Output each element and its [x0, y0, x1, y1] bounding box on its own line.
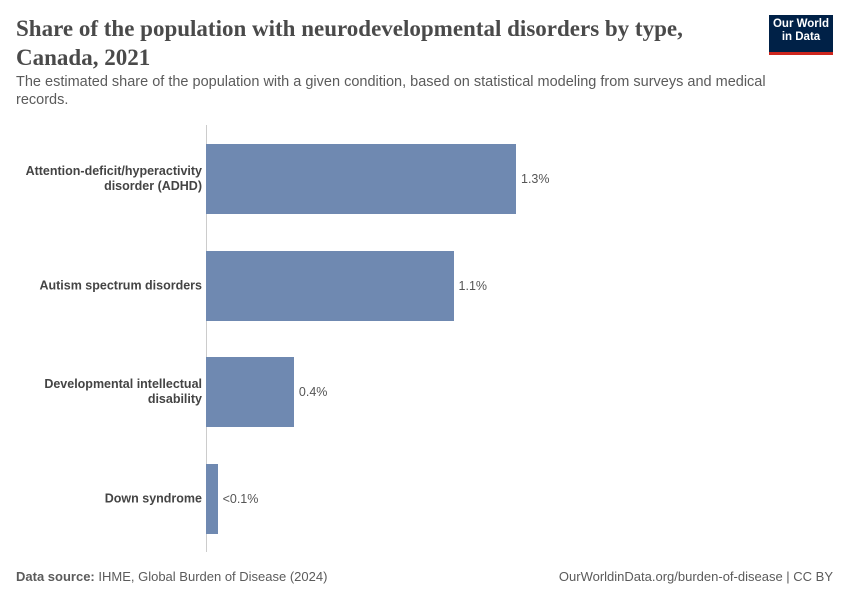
logo[interactable]: Our World in Data	[769, 15, 833, 55]
value-label: 0.4%	[298, 385, 328, 399]
source-text: IHME, Global Burden of Disease (2024)	[98, 569, 328, 584]
source: Data source: IHME, Global Burden of Dise…	[16, 569, 327, 584]
chart-title: Share of the population with neurodevelo…	[16, 16, 683, 70]
category-label: Down syndrome	[104, 491, 202, 505]
bar	[206, 463, 218, 534]
source-label: Data source:	[16, 569, 95, 584]
category-label: Autism spectrum disorders	[39, 278, 202, 292]
category-label: Attention-deficit/hyperactivity disorder…	[25, 164, 202, 193]
bar	[206, 250, 454, 321]
bar	[206, 144, 516, 214]
value-label: 1.3%	[521, 172, 550, 186]
footer-link[interactable]: OurWorldinData.org/burden-of-disease | C…	[558, 569, 833, 584]
chart-subtitle: The estimated share of the population wi…	[16, 74, 766, 108]
value-label: 1.1%	[458, 278, 488, 293]
category-label: Developmental intellectual disability	[44, 377, 202, 406]
value-label: <0.1%	[222, 491, 259, 506]
axis-line	[206, 125, 207, 552]
bar	[206, 357, 294, 427]
